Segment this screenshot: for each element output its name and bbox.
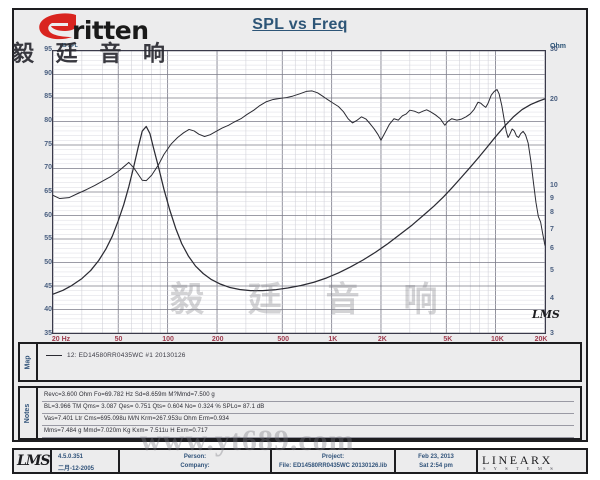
note-line: Mms=7.484 g Mmd=7.020m Kg Kxm= 7.511u H … xyxy=(44,428,208,434)
y2-tick-label: 20 xyxy=(550,96,558,103)
red-c-logo-icon xyxy=(39,13,76,40)
britten-logo: ritten xyxy=(32,12,182,45)
report-footer: LMS 4.5.0.351 二月-12-2005 Person: Company… xyxy=(12,448,588,474)
plot-area[interactable]: LMS xyxy=(52,50,560,334)
y2-tick-label: 10 xyxy=(550,181,558,189)
plot-canvas xyxy=(52,50,546,334)
map-legend-panel: Map 12: ED14580RR0435WC #1 20130126 xyxy=(18,342,582,382)
y-tick-label: 60 xyxy=(44,211,52,219)
y-tick-label: 40 xyxy=(44,306,52,314)
brand-wordmark: ritten xyxy=(72,16,149,45)
legend-item[interactable]: 12: ED14580RR0435WC #1 20130126 xyxy=(46,352,186,359)
y2-tick-label: 5 xyxy=(550,267,554,274)
spl-impedance-curves xyxy=(53,51,545,333)
linearx-subtitle: S Y S T E M S xyxy=(483,466,557,471)
company-label: Company: xyxy=(180,463,210,469)
y2-tick-label: 4 xyxy=(550,294,554,302)
note-line: Vas=7.401 Ltr Cms=695.098u M/N Krm=267.9… xyxy=(44,416,230,422)
notes-panel-label: Notes xyxy=(24,403,32,423)
note-line: BL=3.966 TM Qms= 3.087 Qes= 0.751 Qts= 0… xyxy=(44,404,265,410)
app-version: 4.5.0.351 xyxy=(58,454,84,460)
y-tick-label: 95 xyxy=(44,46,52,53)
legend-body: 12: ED14580RR0435WC #1 20130126 xyxy=(38,344,580,380)
y-axis-unit-label: dB SPL xyxy=(60,43,78,49)
x-tick-label: 10K xyxy=(490,336,504,343)
x-tick-label: 5K xyxy=(443,336,453,343)
y2-tick-label: 6 xyxy=(550,244,554,252)
y2-tick-label: 9 xyxy=(550,194,554,202)
report-header: ritten SPL vs Freq xyxy=(14,10,586,45)
y2-tick-label: 7 xyxy=(550,225,554,233)
footer-person-cell[interactable]: Person: Company: xyxy=(120,450,272,472)
note-line: Revc=3.600 Ohm Fo=69.782 Hz Sd=8.659m M?… xyxy=(44,392,215,398)
person-label: Person: xyxy=(183,454,207,460)
x-tick-label: 500 xyxy=(277,336,290,343)
map-panel-tab[interactable]: Map xyxy=(20,344,38,380)
y-tick-label: 70 xyxy=(44,164,52,172)
y-tick-label: 55 xyxy=(44,235,52,243)
notes-panel: Notes Revc=3.600 Ohm Fo=69.782 Hz Sd=8.6… xyxy=(18,386,582,440)
legend-swatch-line xyxy=(46,355,62,356)
footer-brand-cell: LINEARX S Y S T E M S xyxy=(478,450,586,472)
map-panel-label: Map xyxy=(24,355,32,369)
project-label: Project: xyxy=(321,454,345,460)
y-tick-label: 80 xyxy=(44,117,52,124)
page-title: SPL vs Freq xyxy=(252,16,348,33)
footer-date-cell: Feb 23, 2013 Sat 2:54 pm xyxy=(396,450,478,472)
y2-tick-label: 3 xyxy=(550,330,554,337)
note-underline xyxy=(42,401,574,402)
x-tick-label: 2K xyxy=(377,336,387,343)
x-tick-label: 1K xyxy=(328,336,338,343)
report-frame: ritten SPL vs Freq dB SPL Ohm LMS 95 90 85… xyxy=(12,8,588,442)
y-tick-label: 45 xyxy=(44,282,52,290)
y-tick-label: 75 xyxy=(44,140,52,148)
x-tick-label: 200 xyxy=(211,336,224,343)
footer-app-cell: LMS xyxy=(14,450,52,472)
x-tick-label: 100 xyxy=(162,336,174,343)
note-underline xyxy=(42,425,574,426)
y-tick-label: 85 xyxy=(44,93,52,101)
lms-logo-mark: LMS xyxy=(17,453,50,469)
footer-version-cell: 4.5.0.351 二月-12-2005 xyxy=(52,450,120,472)
footer-project-cell[interactable]: Project: File: ED14580RR0435WC 20130126.… xyxy=(272,450,396,472)
project-file-label: File: ED14580RR0435WC 20130126.lib xyxy=(278,463,388,469)
lms-plot-watermark: LMS xyxy=(532,308,560,321)
app-build-date: 二月-12-2005 xyxy=(58,466,95,472)
y2-axis-unit-label: Ohm xyxy=(550,43,566,50)
y-tick-label: 35 xyxy=(44,330,52,337)
y-tick-label: 65 xyxy=(44,188,52,195)
x-tick-label: 50 xyxy=(114,336,123,343)
report-date: Feb 23, 2013 xyxy=(418,454,454,460)
notes-panel-tab[interactable]: Notes xyxy=(20,388,38,438)
linearx-wordmark: LINEARX xyxy=(482,453,553,467)
x-tick-label: 20 Hz xyxy=(51,336,71,343)
note-underline xyxy=(42,437,574,438)
note-underline xyxy=(42,413,574,414)
y-tick-label: 50 xyxy=(44,259,52,266)
legend-item-label: 12: ED14580RR0435WC #1 20130126 xyxy=(67,352,186,359)
report-time: Sat 2:54 pm xyxy=(419,463,453,469)
y2-tick-label: 30 xyxy=(550,46,558,53)
notes-body[interactable]: Revc=3.600 Ohm Fo=69.782 Hz Sd=8.659m M?… xyxy=(38,388,580,438)
x-tick-label: 20K xyxy=(534,336,548,343)
y2-tick-label: 8 xyxy=(550,209,554,216)
y-tick-label: 90 xyxy=(44,69,52,77)
